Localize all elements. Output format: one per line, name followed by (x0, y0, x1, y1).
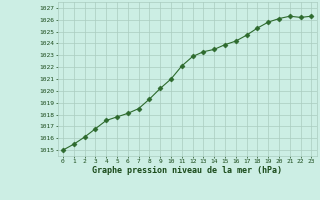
X-axis label: Graphe pression niveau de la mer (hPa): Graphe pression niveau de la mer (hPa) (92, 166, 282, 175)
